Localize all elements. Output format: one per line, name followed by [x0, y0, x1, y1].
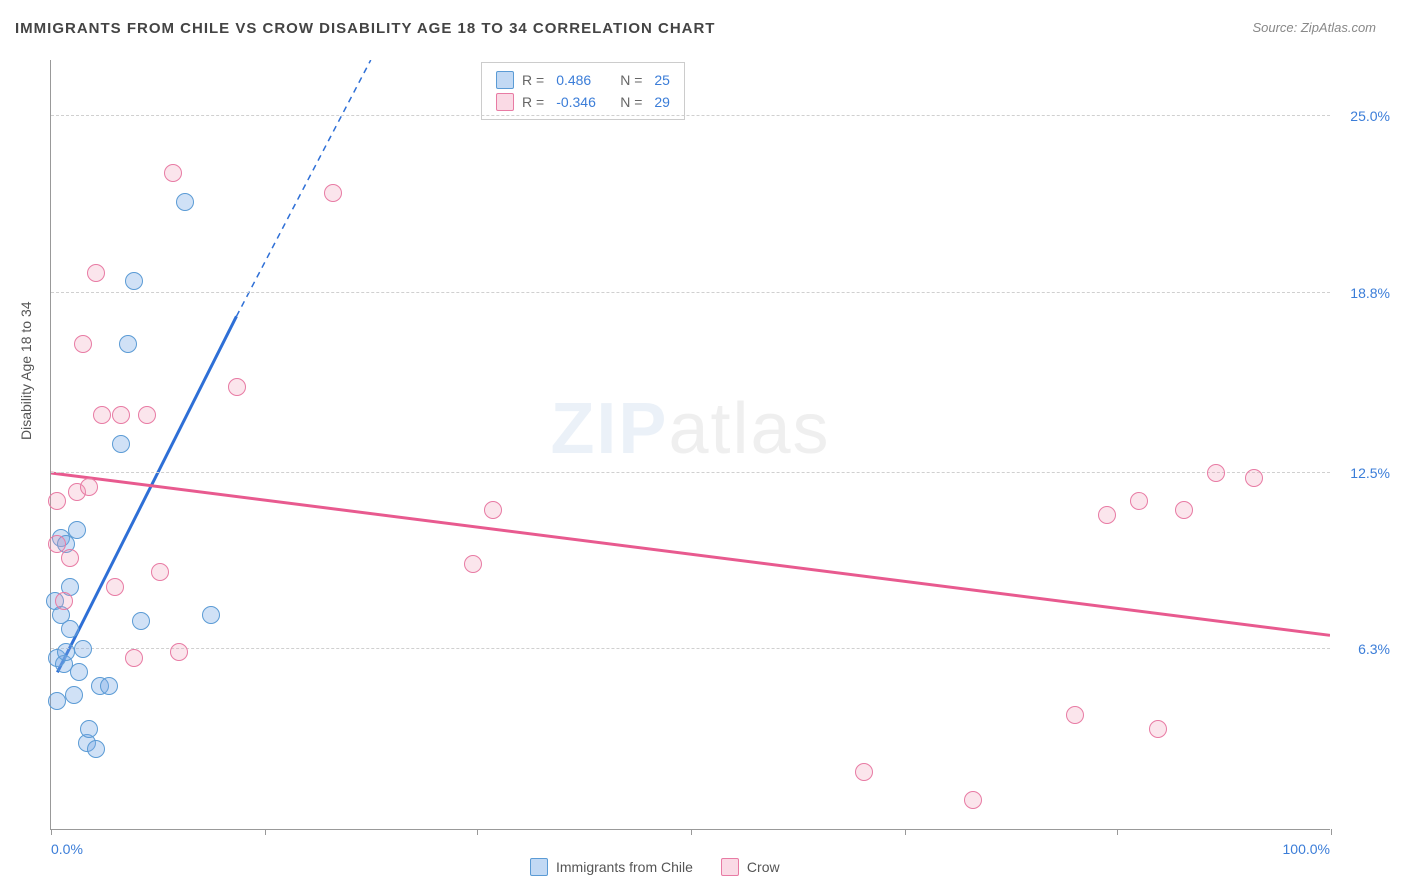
gridline-h — [51, 292, 1330, 293]
scatter-point — [855, 763, 873, 781]
x-tick — [265, 829, 266, 835]
scatter-point — [484, 501, 502, 519]
scatter-point — [170, 643, 188, 661]
watermark-bold: ZIP — [550, 389, 668, 469]
legend-r-label: R = — [522, 94, 544, 110]
x-tick — [477, 829, 478, 835]
x-tick — [51, 829, 52, 835]
legend-swatch — [530, 858, 548, 876]
legend-n-label: N = — [620, 94, 642, 110]
y-tick-label: 12.5% — [1335, 465, 1390, 481]
legend-r-label: R = — [522, 72, 544, 88]
scatter-point — [125, 649, 143, 667]
scatter-point — [61, 549, 79, 567]
gridline-h — [51, 115, 1330, 116]
y-tick-label: 25.0% — [1335, 108, 1390, 124]
watermark-thin: atlas — [668, 389, 830, 469]
y-axis-label: Disability Age 18 to 34 — [18, 301, 34, 440]
legend-swatch — [721, 858, 739, 876]
scatter-point — [65, 686, 83, 704]
scatter-point — [61, 620, 79, 638]
scatter-point — [100, 677, 118, 695]
scatter-point — [80, 720, 98, 738]
scatter-point — [57, 643, 75, 661]
scatter-point — [1245, 469, 1263, 487]
trend-lines-svg — [51, 60, 1330, 829]
scatter-point — [106, 578, 124, 596]
scatter-point — [70, 663, 88, 681]
legend-row: R = -0.346 N = 29 — [496, 91, 670, 113]
legend-n-value: 25 — [654, 72, 670, 88]
y-tick-label: 6.3% — [1335, 641, 1390, 657]
scatter-point — [228, 378, 246, 396]
scatter-point — [55, 592, 73, 610]
source-label: Source: ZipAtlas.com — [1252, 20, 1376, 35]
y-tick-label: 18.8% — [1335, 285, 1390, 301]
legend-r-value: -0.346 — [556, 94, 612, 110]
watermark: ZIPatlas — [550, 388, 830, 470]
scatter-point — [87, 264, 105, 282]
scatter-point — [119, 335, 137, 353]
scatter-point — [68, 521, 86, 539]
scatter-point — [125, 272, 143, 290]
x-tick-label: 0.0% — [51, 841, 83, 857]
scatter-point — [74, 335, 92, 353]
scatter-point — [48, 492, 66, 510]
scatter-point — [464, 555, 482, 573]
scatter-point — [164, 164, 182, 182]
legend-label: Crow — [747, 859, 780, 875]
scatter-point — [112, 406, 130, 424]
legend-r-value: 0.486 — [556, 72, 612, 88]
scatter-point — [964, 791, 982, 809]
series-legend: Immigrants from Chile Crow — [530, 858, 780, 876]
x-tick-label: 100.0% — [1283, 841, 1330, 857]
scatter-point — [1130, 492, 1148, 510]
scatter-point — [48, 692, 66, 710]
gridline-h — [51, 648, 1330, 649]
scatter-point — [1149, 720, 1167, 738]
legend-item: Immigrants from Chile — [530, 858, 693, 876]
legend-n-label: N = — [620, 72, 642, 88]
scatter-point — [202, 606, 220, 624]
scatter-point — [74, 640, 92, 658]
scatter-point — [1098, 506, 1116, 524]
scatter-point — [138, 406, 156, 424]
legend-n-value: 29 — [654, 94, 670, 110]
gridline-h — [51, 472, 1330, 473]
scatter-point — [93, 406, 111, 424]
scatter-point — [80, 478, 98, 496]
x-tick — [1331, 829, 1332, 835]
legend-label: Immigrants from Chile — [556, 859, 693, 875]
scatter-point — [1066, 706, 1084, 724]
legend-swatch — [496, 71, 514, 89]
legend-swatch — [496, 93, 514, 111]
legend-item: Crow — [721, 858, 780, 876]
scatter-point — [112, 435, 130, 453]
scatter-point — [1175, 501, 1193, 519]
x-tick — [691, 829, 692, 835]
trend-line-extended — [236, 60, 370, 316]
x-tick — [1117, 829, 1118, 835]
legend-row: R = 0.486 N = 25 — [496, 69, 670, 91]
correlation-legend: R = 0.486 N = 25 R = -0.346 N = 29 — [481, 62, 685, 120]
scatter-point — [132, 612, 150, 630]
scatter-point — [151, 563, 169, 581]
scatter-point — [176, 193, 194, 211]
scatter-point — [87, 740, 105, 758]
plot-area: ZIPatlas R =0.486N =25R =-0.346N =29 6.3… — [50, 60, 1330, 830]
x-tick — [905, 829, 906, 835]
scatter-point — [1207, 464, 1225, 482]
scatter-point — [324, 184, 342, 202]
chart-title: IMMIGRANTS FROM CHILE VS CROW DISABILITY… — [15, 20, 715, 37]
